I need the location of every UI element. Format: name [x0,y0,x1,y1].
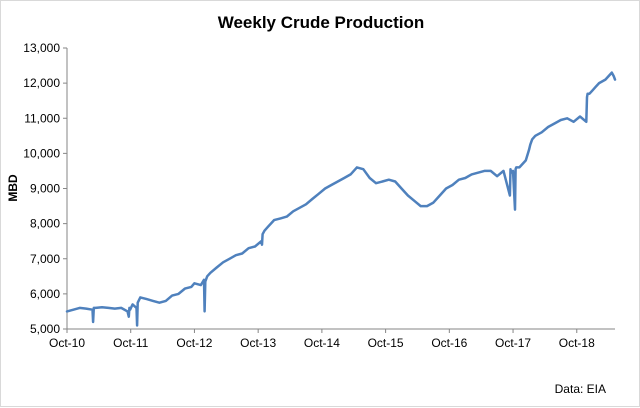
x-tick-label: Oct-13 [240,336,276,350]
y-axis: 5,000 6,000 7,000 8,000 9,000 10,000 11,000 12,… [23,41,68,336]
y-tick-label: 11,000 [24,111,60,125]
x-axis: Oct-10 Oct-11 Oct-12 Oct-13 Oct-14 Oct-15 Oct-… [49,328,615,350]
y-tick-label: 8,000 [30,217,60,231]
x-tick-label: Oct-15 [368,336,404,350]
source-note: Data: EIA [555,382,606,396]
x-tick-label: Oct-17 [495,336,531,350]
x-tick-label: Oct-14 [304,336,340,350]
y-tick-label: 12,000 [23,76,60,90]
y-tick-label: 10,000 [23,146,60,160]
chart-title: Weekly Crude Production [218,13,425,32]
y-tick-label: 7,000 [30,252,60,266]
plot-area [65,71,617,327]
series-line [65,71,617,327]
y-tick-label: 13,000 [23,41,60,55]
x-tick-label: Oct-18 [559,336,595,350]
y-tick-label: 9,000 [30,182,60,196]
x-tick-label: Oct-16 [431,336,467,350]
x-tick-label: Oct-12 [176,336,212,350]
x-tick-label: Oct-11 [113,336,148,350]
y-tick-label: 5,000 [30,322,60,336]
x-tick-label: Oct-10 [49,336,85,350]
y-tick-label: 6,000 [30,287,60,301]
y-axis-label: MBD [6,174,20,202]
